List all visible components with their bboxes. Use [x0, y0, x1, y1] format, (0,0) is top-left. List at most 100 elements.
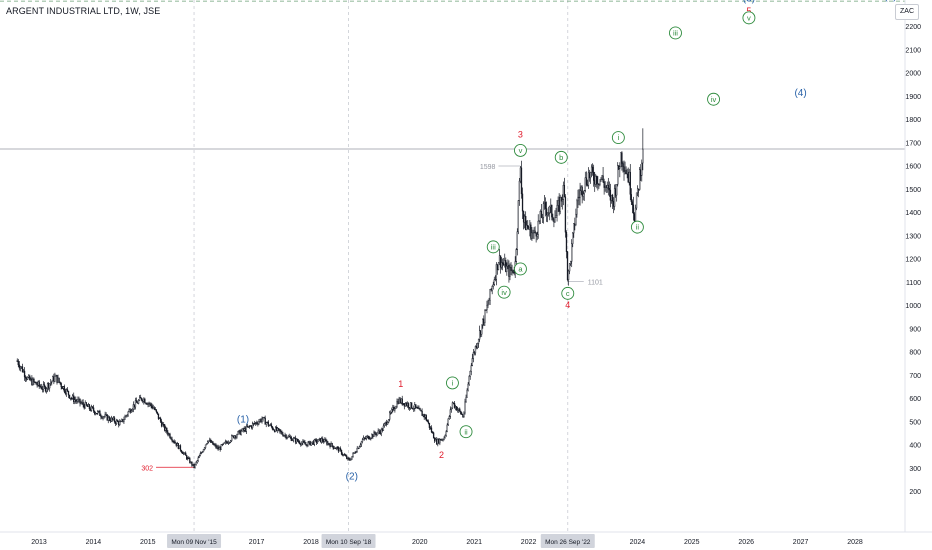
price-candle-body: [198, 455, 200, 459]
price-candle-body: [149, 403, 151, 405]
price-candle-body: [90, 406, 93, 411]
price-candle-body: [73, 395, 75, 403]
price-candle-body: [498, 255, 501, 264]
time-highlight-label: Mon 09 Nov '15: [171, 539, 217, 546]
price-candle-body: [550, 205, 552, 208]
price-candle-body: [199, 453, 201, 457]
price-candle-body: [402, 403, 404, 405]
price-candle-body: [535, 232, 537, 237]
price-candle-body: [386, 422, 389, 425]
price-candle-body: [341, 454, 344, 456]
symbol-title[interactable]: ARGENT INDUSTRIAL LTD, 1W, JSE: [6, 6, 161, 16]
price-candle-body: [258, 421, 260, 425]
price-candle-body: [624, 170, 626, 172]
price-candle-body: [190, 461, 192, 464]
price-axis-bg: [905, 0, 932, 550]
price-candle-body: [39, 385, 41, 387]
price-candle-body: [520, 167, 523, 195]
price-candle-body: [285, 434, 287, 439]
price-candle-body: [155, 409, 158, 413]
price-candle-body: [291, 439, 294, 442]
price-candle-body: [237, 431, 239, 435]
price-candle-body: [84, 402, 86, 409]
price-candle-body: [405, 403, 408, 406]
price-candle-body: [260, 419, 262, 422]
price-candle-body: [234, 435, 236, 439]
wave-label-green: ii: [636, 223, 640, 232]
price-candle-body: [168, 433, 170, 435]
price-candle-body: [357, 447, 359, 450]
price-candle-body: [49, 383, 51, 389]
price-candle-body: [110, 417, 113, 422]
price-candle-body: [349, 459, 351, 461]
price-candle-body: [346, 455, 348, 459]
price-candle-body: [251, 423, 254, 428]
price-candle-body: [404, 403, 407, 407]
price-candle-body: [130, 410, 132, 413]
price-candle-body: [622, 163, 624, 167]
price-candle-body: [209, 439, 211, 442]
price-candle-body: [618, 165, 620, 169]
price-candle-body: [502, 262, 504, 264]
price-candle-body: [41, 388, 43, 390]
price-candle-body: [608, 188, 611, 191]
price-candle-body: [175, 442, 177, 446]
price-candle-body: [164, 424, 166, 431]
price-tick-label: 2000: [905, 71, 921, 78]
price-candle-body: [364, 437, 367, 440]
price-candle-body: [36, 384, 38, 386]
price-tick-label: 1500: [905, 187, 921, 194]
price-candle-body: [160, 421, 163, 427]
price-candle-body: [60, 383, 62, 387]
price-candle-body: [424, 415, 426, 418]
time-tick-label: 2027: [793, 539, 809, 546]
price-candle-body: [134, 400, 137, 408]
price-tick-label: 900: [909, 326, 921, 333]
price-candle-body: [21, 366, 24, 373]
price-candle-body: [296, 438, 299, 442]
price-candle-body: [540, 211, 543, 218]
price-candle-body: [146, 403, 148, 405]
time-tick-label: 2025: [684, 539, 700, 546]
price-candle-body: [287, 435, 289, 438]
price-candle-body: [259, 419, 261, 422]
price-candle-body: [257, 423, 259, 425]
wave-label-red: 2: [439, 450, 444, 460]
price-candle-body: [368, 435, 370, 440]
price-candle-body: [606, 184, 608, 188]
price-candle-body: [406, 403, 409, 406]
price-candle-body: [542, 203, 545, 218]
wave-circle-marker: [669, 26, 682, 40]
price-candle-body: [52, 376, 54, 382]
price-candle-body: [97, 411, 99, 414]
price-candle-body: [590, 166, 593, 173]
price-candle-body: [423, 414, 425, 418]
price-candle-body: [466, 389, 468, 398]
price-candle-body: [163, 424, 165, 426]
price-candle-body: [205, 443, 208, 446]
price-candle-body: [532, 232, 534, 234]
price-candle-body: [508, 265, 510, 277]
price-candle-body: [549, 206, 551, 213]
price-candle-body: [474, 346, 477, 354]
price-candle-body: [426, 420, 428, 422]
price-candle-body: [129, 409, 131, 413]
price-candle-body: [106, 414, 108, 421]
time-tick-label: 2013: [31, 539, 47, 546]
low-marker-label: 302: [141, 465, 153, 472]
price-candle-body: [383, 423, 386, 427]
price-candle-body: [375, 433, 377, 436]
price-candle-body: [415, 404, 417, 408]
price-candle-body: [318, 438, 321, 440]
price-candle-body: [621, 152, 623, 164]
wave-circle-marker: [513, 262, 527, 276]
price-candle-body: [181, 452, 184, 454]
price-candle-body: [358, 446, 360, 449]
price-candle-body: [604, 185, 606, 188]
price-candle-body: [636, 188, 639, 194]
price-candle-body: [463, 412, 465, 418]
price-candle-body: [34, 381, 36, 383]
price-candle-body: [620, 152, 622, 168]
currency-badge[interactable]: ZAC: [895, 4, 919, 20]
